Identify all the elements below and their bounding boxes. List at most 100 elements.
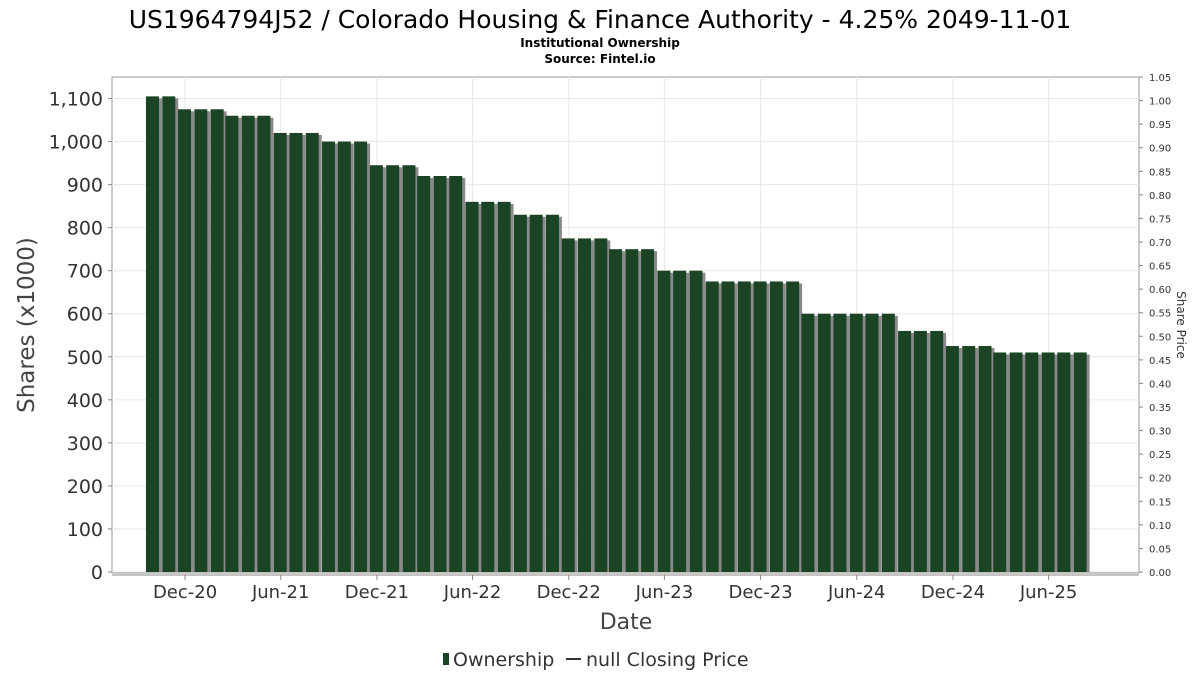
y-tick-label: 300 [67,433,103,455]
bar [465,201,479,572]
bar [689,270,703,572]
y-tick-label: 100 [67,519,103,541]
y2-tick-label: 0.25 [1149,450,1171,461]
bar [162,96,176,572]
bar [386,165,400,572]
bar [1057,352,1071,572]
bar [257,115,271,572]
bar [594,238,608,573]
y-tick-label: 600 [67,304,103,326]
bar [513,214,527,572]
bar [273,132,287,572]
bar [721,281,735,572]
x-tick-label: Dec-22 [537,582,601,603]
bar [305,132,319,572]
legend-ownership-label: Ownership [453,649,554,671]
bar [241,115,255,572]
bar [1009,352,1023,572]
bar [145,96,159,572]
y2-tick-label: 0.95 [1149,120,1171,131]
y-tick-label: 1,100 [49,89,103,111]
x-tick-label: Jun-24 [827,582,886,603]
bar [737,281,751,572]
bar [641,249,655,572]
y2-tick-label: 0.90 [1149,144,1171,155]
y2-tick-label: 0.35 [1149,403,1171,414]
y-tick-label: 1,000 [49,132,103,154]
bar [801,313,815,572]
bar [849,313,863,572]
x-tick-label: Dec-20 [153,582,217,603]
y-tick-label: 700 [67,261,103,283]
bar [769,281,783,572]
bar [433,176,447,572]
y2-tick-label: 0.45 [1149,356,1171,367]
bar [449,176,463,572]
bar [930,330,944,572]
y-tick-label: 800 [67,218,103,240]
y2-tick-label: 0.10 [1149,521,1171,532]
bar [210,109,224,573]
x-tick-label: Jun-25 [1019,582,1078,603]
bar [354,141,368,572]
y2-tick-label: 0.00 [1149,568,1171,579]
y2-tick-label: 0.20 [1149,474,1171,485]
bar [322,141,336,572]
legend: Ownership null Closing Price [443,649,749,671]
y-tick-label: 400 [67,390,103,412]
bar [497,201,511,572]
x-tick-label: Jun-23 [635,582,694,603]
bar [898,330,912,572]
x-tick-label: Jun-21 [251,582,310,603]
bar [289,132,303,572]
bar [786,281,800,572]
bar [417,176,431,572]
bar [529,214,543,572]
y2-tick-label: 0.75 [1149,214,1171,225]
bar [945,346,959,572]
bar [993,352,1007,572]
bar [865,313,879,572]
y2-tick-label: 0.85 [1149,167,1171,178]
bar [833,313,847,572]
bar [578,238,592,573]
bar [609,249,623,572]
bar [545,214,559,572]
y2-tick-label: 0.65 [1149,262,1171,273]
bar [753,281,767,572]
bar [225,115,239,572]
bar [913,330,927,572]
y-tick-label: 200 [67,476,103,498]
bar [817,313,831,572]
y-tick-label: 500 [67,347,103,369]
y2-tick-label: 0.55 [1149,309,1171,320]
bar [369,165,383,572]
x-axis-label: Date [600,610,653,635]
y2-tick-label: 1.00 [1149,97,1171,108]
x-axis-ticks: Dec-20 Jun-21 Dec-21 Jun-22 Dec-22 Jun-23 Dec-… [153,575,1077,603]
y2-tick-label: 0.70 [1149,238,1171,249]
y2-tick-label: 0.30 [1149,427,1171,438]
bar [625,249,639,572]
bar-series-ownership [145,96,1090,573]
y2-axis-label: Share Price [1174,291,1188,359]
bar [194,109,208,573]
y-tick-label: 900 [67,175,103,197]
bar [1025,352,1039,572]
y2-tick-label: 0.15 [1149,497,1171,508]
chart-subtitle: Institutional Ownership [520,36,680,50]
bar [481,201,495,572]
y2-tick-label: 0.40 [1149,379,1171,390]
legend-price-label: null Closing Price [586,649,749,671]
x-tick-label: Dec-23 [728,582,792,603]
chart-title: US1964794J52 / Colorado Housing & Financ… [129,5,1072,34]
x-tick-label: Dec-21 [345,582,409,603]
y2-tick-label: 0.60 [1149,285,1171,296]
bar [337,141,351,572]
y-axis-left-ticks: 0 100 200 300 400 500 600 700 800 900 1,000 1,100 [49,89,112,584]
bar [1041,352,1055,572]
x-tick-label: Dec-24 [921,582,985,603]
y2-tick-label: 1.05 [1149,73,1171,84]
y-axis-label: Shares (x1000) [14,237,40,413]
